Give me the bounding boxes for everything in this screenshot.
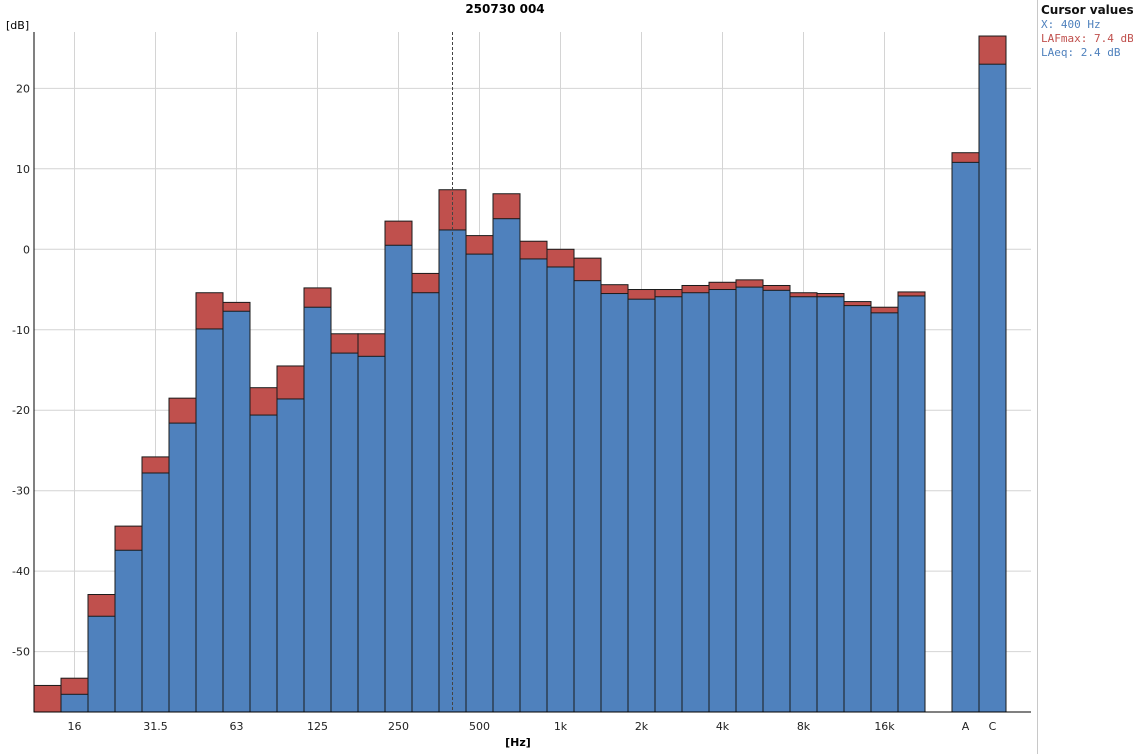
bar-laeq: [897, 295, 926, 713]
x-tick-label: 250: [388, 720, 409, 733]
bar-laeq: [627, 298, 656, 713]
bar-laeq: [114, 549, 143, 713]
y-tick-label: -10: [12, 324, 30, 337]
bar-laeq: [708, 289, 737, 713]
bar-laeq: [762, 289, 791, 713]
bar-laeq: [87, 615, 116, 713]
bar-laeq: [843, 305, 872, 713]
cursor-values-title: Cursor values: [1041, 3, 1133, 17]
bar-laeq: [573, 280, 602, 713]
bar-laeq: [465, 253, 494, 713]
bar-laeq: [330, 352, 359, 713]
bar-laeq: [222, 310, 251, 713]
bars: [33, 35, 1007, 713]
axes: [33, 32, 1031, 713]
chart-title: 250730 004: [465, 2, 544, 16]
y-tick-label: -20: [12, 404, 30, 417]
bar-laeq: [195, 328, 224, 713]
x-tick-label: 500: [469, 720, 490, 733]
y-tick-label: 20: [16, 82, 30, 95]
cursor-values-panel: Cursor values X: 400 Hz LAFmax: 7.4 dB L…: [1037, 0, 1133, 754]
x-tick-label: 4k: [716, 720, 730, 733]
bar-laeq: [789, 296, 818, 713]
cursor-x-value: X: 400 Hz: [1041, 18, 1101, 31]
bar-laeq: [816, 296, 845, 713]
bar-laeq: [735, 286, 764, 713]
bar-laeq: [978, 63, 1007, 713]
x-tick-label: 63: [230, 720, 244, 733]
y-axis-unit-label: [dB]: [6, 19, 29, 32]
bar-laeq: [384, 244, 413, 713]
bar-laeq: [681, 292, 710, 713]
bar-laeq: [870, 312, 899, 713]
x-tick-label: 16k: [874, 720, 895, 733]
bar-laeq: [546, 266, 575, 713]
bar-laeq: [168, 422, 197, 713]
x-tick-label: 8k: [797, 720, 811, 733]
x-tick-label: 125: [307, 720, 328, 733]
cursor-laeq-value: LAeq: 2.4 dB: [1041, 46, 1121, 59]
bar-laeq: [276, 398, 305, 713]
bar-laeq: [141, 472, 170, 713]
x-tick-label: 31.5: [143, 720, 168, 733]
y-tick-label: 10: [16, 163, 30, 176]
bar-laeq: [600, 293, 629, 713]
x-axis-unit-label: [Hz]: [505, 736, 531, 749]
y-tick-label: -40: [12, 565, 30, 578]
x-tick-label: 16: [68, 720, 82, 733]
y-tick-label: 0: [23, 243, 30, 256]
y-tick-label: -30: [12, 485, 30, 498]
bar-laeq: [492, 218, 521, 713]
cursor-lafmax-value: LAFmax: 7.4 dB: [1041, 32, 1133, 45]
bar-lafmax: [33, 684, 62, 713]
bar-laeq: [519, 258, 548, 713]
bar-laeq: [411, 292, 440, 713]
x-tick-label: A: [962, 720, 970, 733]
bar-laeq: [654, 296, 683, 713]
bar-laeq: [60, 693, 89, 713]
bar-laeq: [357, 355, 386, 713]
x-tick-label: 1k: [554, 720, 568, 733]
spectrum-chart[interactable]: 250730 004 [dB] [Hz] 20 10 0 -10 -20 -30 -40 -5…: [0, 0, 1037, 754]
bar-laeq: [249, 414, 278, 713]
tick-labels: 20 10 0 -10 -20 -30 -40 -50 16 31.5 63 125 250 500 1k 2…: [12, 82, 997, 733]
bar-laeq: [951, 161, 980, 713]
x-tick-label: 2k: [635, 720, 649, 733]
y-tick-label: -50: [12, 646, 30, 659]
bar-laeq: [303, 306, 332, 713]
x-tick-label: C: [989, 720, 997, 733]
